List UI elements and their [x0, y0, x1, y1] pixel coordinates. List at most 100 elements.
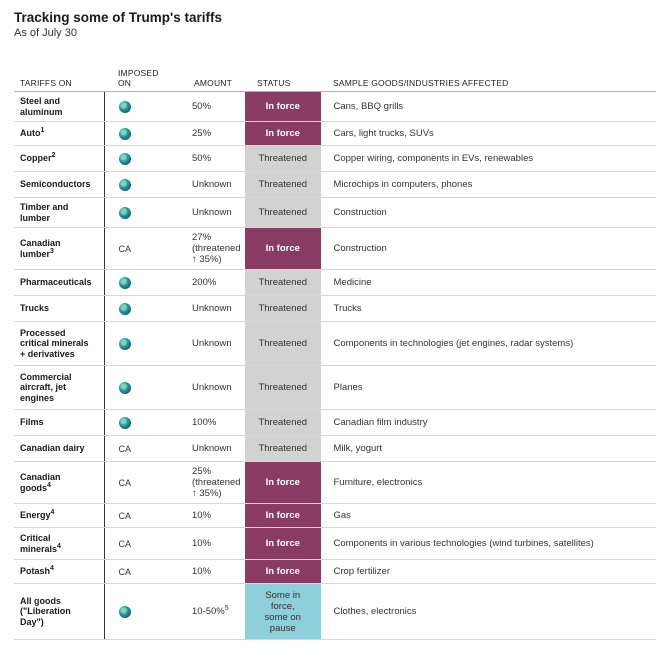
- imposed-on-cell: [104, 409, 180, 436]
- goods-text: Milk, yogurt: [333, 443, 383, 454]
- tariff-name-line: Copper: [20, 153, 52, 164]
- sample-goods: Cans, BBQ grills: [320, 91, 656, 122]
- status-text: In force: [265, 538, 300, 549]
- tariff-name-line: Canadian: [20, 238, 61, 248]
- amount-cell: Unknown: [180, 321, 245, 366]
- table-body: Steel and aluminum 50% In force Cans, BBQ gr…: [14, 91, 656, 640]
- imposed-on-code: CA: [118, 243, 132, 254]
- globe-icon: [118, 206, 131, 219]
- status-badge: In force: [245, 121, 321, 146]
- amount-cell: Unknown: [180, 435, 245, 462]
- table-row: Auto1 25% In force Cars, light trucks, SUVs: [14, 121, 656, 146]
- tariff-name-line: Films: [20, 417, 44, 428]
- tariff-name: Energy4: [14, 503, 105, 528]
- table-row: Potash4 CA 10% In force Crop fertilizer: [14, 559, 656, 584]
- amount-value: 200%: [192, 277, 217, 288]
- imposed-on-code: CA: [118, 443, 132, 454]
- amount-value: Unknown: [192, 207, 232, 218]
- sample-goods: Components in various technologies (wind…: [320, 527, 656, 560]
- status-text: Threatened: [258, 443, 308, 454]
- status-text: Threatened: [258, 277, 308, 288]
- tariff-name: Steel and aluminum: [14, 91, 105, 122]
- amount-value: 10-50%: [192, 606, 225, 617]
- tariff-name-line: Semiconductors: [20, 179, 91, 190]
- footnote-marker: 2: [51, 152, 56, 160]
- goods-text: Gas: [333, 510, 351, 521]
- tariff-name-line: Day"): [20, 616, 44, 627]
- tariff-name-line: ("Liberation: [20, 606, 71, 617]
- amount-cell: 27% (threatened ↑ 35%): [180, 227, 245, 270]
- imposed-on-cell: CA: [104, 527, 180, 560]
- status-badge: Threatened: [245, 269, 321, 296]
- status-text: In force: [265, 243, 300, 254]
- amount-note: ↑ 35%): [192, 488, 222, 499]
- sample-goods: Planes: [320, 365, 656, 410]
- globe-icon: [118, 302, 131, 315]
- tariff-name-line: aircraft, jet: [20, 382, 67, 393]
- amount-value: Unknown: [192, 338, 232, 349]
- table-row: Semiconductors Unknown Threatened Microchip…: [14, 171, 656, 198]
- sample-goods: Trucks: [320, 295, 656, 322]
- tariff-name: Critical minerals4: [14, 527, 105, 560]
- amount-cell: Unknown: [180, 365, 245, 410]
- tariff-name: Commercial aircraft, jet engines: [14, 365, 105, 410]
- status-text: force,: [270, 600, 295, 612]
- sample-goods: Copper wiring, components in EVs, renewa…: [320, 145, 656, 172]
- table-row: All goods ("Liberation Day") 10-50%5 Some in…: [14, 583, 656, 640]
- table-row: Copper2 50% Threatened Copper wiring, compo…: [14, 145, 656, 172]
- amount-value: 10%: [192, 510, 212, 521]
- status-badge: In force: [245, 503, 321, 528]
- table-row: Processed critical minerals + derivatives U…: [14, 321, 656, 366]
- tariff-name-line: Steel and: [20, 96, 61, 106]
- sample-goods: Microchips in computers, phones: [320, 171, 656, 198]
- table-row: Energy4 CA 10% In force Gas: [14, 503, 656, 528]
- tariff-name-line: Timber and: [20, 202, 69, 212]
- status-text: In force: [265, 566, 300, 577]
- status-text: In force: [265, 477, 300, 488]
- footnote-marker: 5: [224, 604, 229, 612]
- amount-cell: 10%: [180, 559, 245, 584]
- footnote-marker: 4: [57, 542, 61, 550]
- tariff-name-line: Canadian: [20, 472, 61, 482]
- amount-note: (threatened: [192, 477, 241, 488]
- goods-text: Construction: [333, 207, 387, 218]
- amount-cell: 100%: [180, 409, 245, 436]
- tariff-name: Films: [14, 409, 105, 436]
- sample-goods: Clothes, electronics: [320, 583, 656, 640]
- amount-value: 10%: [192, 538, 212, 549]
- column-header-imposed-line2: ON: [118, 78, 132, 88]
- tariff-name: Timber and lumber: [14, 197, 105, 228]
- status-badge: Threatened: [245, 295, 321, 322]
- imposed-on-cell: [104, 91, 180, 122]
- imposed-on-cell: [104, 583, 180, 640]
- tariff-name: Auto1: [14, 121, 105, 146]
- status-text: Threatened: [258, 179, 308, 190]
- table-row: Canadian goods4 CA 25% (threatened ↑ 35%) In f…: [14, 461, 656, 504]
- imposed-on-cell: CA: [104, 435, 180, 462]
- imposed-on-code: CA: [118, 477, 132, 488]
- status-text: In force: [265, 128, 300, 139]
- table-row: Pharmaceuticals 200% Threatened Medicine: [14, 269, 656, 296]
- amount-value: 50%: [192, 101, 212, 112]
- goods-text: Microchips in computers, phones: [333, 179, 473, 190]
- amount-cell: 50%: [180, 145, 245, 172]
- tariff-name-line: aluminum: [20, 106, 63, 117]
- amount-value: Unknown: [192, 303, 232, 314]
- tariff-name-line: Canadian dairy: [20, 443, 85, 454]
- globe-icon: [118, 276, 131, 289]
- amount-value: 25%: [192, 466, 212, 477]
- amount-value: Unknown: [192, 382, 232, 393]
- amount-value: Unknown: [192, 179, 232, 190]
- tariff-name-line: Potash: [20, 566, 51, 577]
- amount-cell: 200%: [180, 269, 245, 296]
- sample-goods: Medicine: [320, 269, 656, 296]
- globe-icon: [118, 381, 131, 394]
- imposed-on-cell: [104, 269, 180, 296]
- amount-note: (threatened: [192, 243, 241, 254]
- imposed-on-cell: [104, 197, 180, 228]
- tariff-name: All goods ("Liberation Day"): [14, 583, 105, 640]
- tariff-name: Canadian dairy: [14, 435, 105, 462]
- amount-cell: 50%: [180, 91, 245, 122]
- imposed-on-cell: [104, 171, 180, 198]
